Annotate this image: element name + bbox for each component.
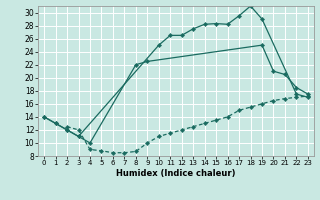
X-axis label: Humidex (Indice chaleur): Humidex (Indice chaleur)	[116, 169, 236, 178]
